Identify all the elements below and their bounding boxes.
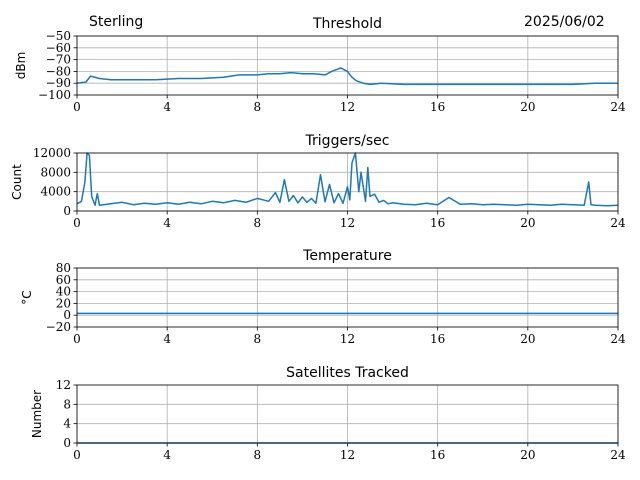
panel-4: 0 4 8 12 16 20 24 12 8 4 0 Satellites Tracked Number (30, 365, 626, 462)
y-axis-label: dBm (14, 52, 28, 80)
x-tick-label: 16 (430, 448, 445, 462)
axes-frame (76, 35, 619, 96)
x-tick-label: 16 (430, 100, 445, 114)
y-tick-label: 12 (56, 378, 71, 392)
x-tick-label: 8 (254, 332, 262, 346)
x-tick-label: 20 (520, 448, 535, 462)
x-tick-label: 16 (430, 216, 445, 230)
y-tick-label: 80 (56, 261, 71, 275)
y-tick-label: −50 (46, 29, 71, 43)
y-tick-label: −70 (46, 53, 71, 67)
x-tick-label: 12 (340, 100, 355, 114)
y-tick-label: 0 (63, 308, 71, 322)
x-tick-label: 24 (610, 216, 626, 230)
x-tick-label: 12 (340, 216, 355, 230)
y-axis-label: Count (10, 164, 24, 200)
x-tick-label: 4 (163, 448, 171, 462)
chart-title: Triggers/sec (305, 133, 390, 149)
x-tick-label: 0 (73, 100, 81, 114)
x-tick-label: 4 (163, 216, 171, 230)
y-axis-label: °C (20, 290, 34, 304)
x-tick-label: 4 (163, 332, 171, 346)
x-tick-label: 8 (254, 448, 262, 462)
chart-title: Satellites Tracked (286, 365, 409, 381)
chart-title: Temperature (302, 248, 392, 264)
x-tick-label: 4 (163, 100, 171, 114)
y-tick-label: 0 (63, 204, 71, 218)
axes-frame (76, 384, 619, 444)
x-tick-label: 0 (73, 216, 81, 230)
y-tick-label: 4000 (40, 185, 71, 199)
x-tick-label: 12 (340, 332, 355, 346)
x-tick-label: 20 (520, 216, 535, 230)
y-tick-label: 8 (63, 397, 71, 411)
series-line (76, 67, 618, 86)
y-axis-label: Number (30, 390, 44, 438)
y-tick-label: 20 (56, 296, 71, 310)
x-tick-label: 8 (254, 216, 262, 230)
chart-title: Threshold (312, 16, 382, 32)
y-tick-label: −60 (46, 41, 71, 55)
y-tick-label: 12000 (33, 146, 71, 160)
y-tick-label: 8000 (40, 165, 71, 179)
x-tick-label: 20 (520, 332, 535, 346)
x-tick-label: 24 (610, 100, 626, 114)
x-tick-label: 24 (610, 332, 626, 346)
panel-2: 0 4 8 12 16 20 24 12000 8000 4000 0 Triggers/sec Cou… (10, 133, 626, 230)
x-tick-label: 0 (73, 448, 81, 462)
y-tick-label: −100 (38, 88, 71, 102)
x-tick-label: 16 (430, 332, 445, 346)
axes-frame (76, 152, 619, 212)
y-tick-label: 40 (56, 285, 71, 299)
station-name: Sterling (89, 14, 144, 30)
panel-1: 0 4 8 12 16 20 24 −50−60−70−80−90−100 Threshold d… (14, 16, 626, 114)
y-tick-label: −20 (46, 320, 71, 334)
y-tick-label: 4 (63, 417, 71, 431)
x-tick-label: 24 (610, 448, 626, 462)
x-tick-label: 20 (520, 100, 535, 114)
series-line (76, 152, 619, 207)
x-tick-label: 12 (340, 448, 355, 462)
x-tick-label: 0 (73, 332, 81, 346)
y-tick-label: 60 (56, 273, 71, 287)
report-date: 2025/06/02 (524, 14, 605, 30)
y-tick-label: −80 (46, 64, 71, 78)
y-tick-label: −90 (46, 76, 71, 90)
x-tick-label: 8 (254, 100, 262, 114)
y-tick-label: 0 (63, 436, 71, 450)
axes-frame (76, 267, 619, 328)
